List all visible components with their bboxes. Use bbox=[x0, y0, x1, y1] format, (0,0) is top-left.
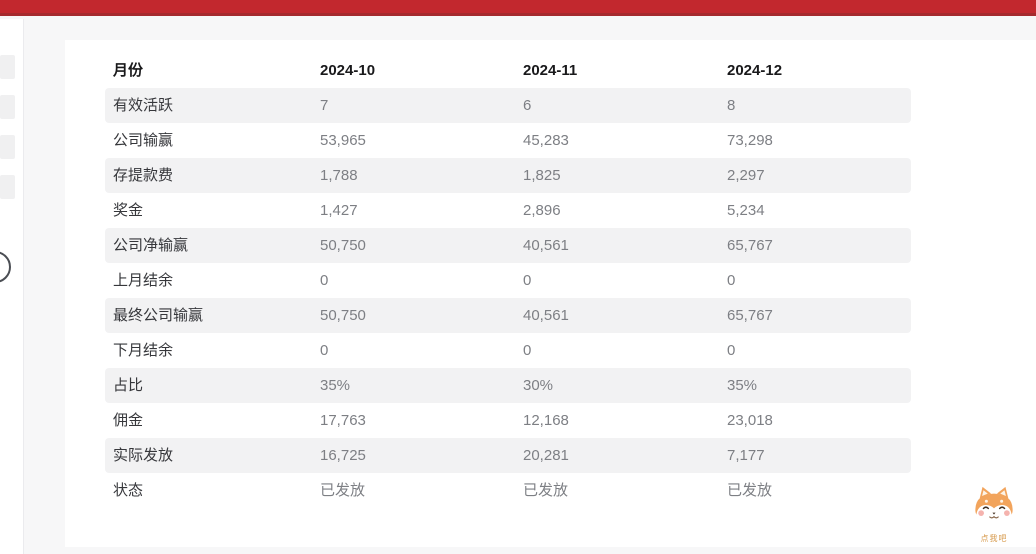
cell-value: 35% bbox=[727, 377, 758, 394]
cell-value: 8 bbox=[727, 97, 736, 114]
cell-value: 73,298 bbox=[727, 132, 773, 149]
column-header-2024-10: 2024-10 bbox=[320, 62, 376, 79]
cell-value: 7 bbox=[320, 97, 329, 114]
row-label: 占比 bbox=[113, 377, 144, 394]
sidebar-item[interactable] bbox=[0, 175, 15, 199]
table-row: 有效活跃 7 6 8 bbox=[105, 88, 911, 123]
table-row: 最终公司输赢 50,750 40,561 65,767 bbox=[105, 298, 911, 333]
table-row: 占比 35% 30% 35% bbox=[105, 368, 911, 403]
cell-value: 1,788 bbox=[320, 167, 358, 184]
cell-value: 1,427 bbox=[320, 202, 358, 219]
row-label: 有效活跃 bbox=[113, 97, 174, 114]
mascot-widget[interactable]: 点我吧 bbox=[968, 485, 1020, 544]
column-header-2024-12: 2024-12 bbox=[727, 62, 783, 79]
cell-value: 0 bbox=[523, 342, 532, 359]
table-row: 上月结余 0 0 0 bbox=[105, 263, 911, 298]
cell-value: 35% bbox=[320, 377, 351, 394]
cell-value: 12,168 bbox=[523, 412, 569, 429]
mascot-caption: 点我吧 bbox=[980, 534, 1008, 543]
table-row: 状态 已发放 已发放 已发放 bbox=[105, 473, 911, 508]
cell-value: 53,965 bbox=[320, 132, 366, 149]
cell-value: 17,763 bbox=[320, 412, 366, 429]
row-label: 实际发放 bbox=[113, 447, 174, 464]
cell-value: 23,018 bbox=[727, 412, 773, 429]
row-label: 状态 bbox=[113, 482, 144, 499]
row-label: 佣金 bbox=[113, 412, 144, 429]
row-label: 公司输赢 bbox=[113, 132, 174, 149]
table-row: 公司输赢 53,965 45,283 73,298 bbox=[105, 123, 911, 158]
shiba-dog-icon bbox=[971, 486, 1017, 531]
table-row: 下月结余 0 0 0 bbox=[105, 333, 911, 368]
cell-value: 45,283 bbox=[523, 132, 569, 149]
cell-value: 已发放 bbox=[727, 482, 773, 499]
cell-value: 1,825 bbox=[523, 167, 561, 184]
cell-value: 2,896 bbox=[523, 202, 561, 219]
cell-value: 已发放 bbox=[523, 482, 569, 499]
row-label: 奖金 bbox=[113, 202, 144, 219]
row-label: 下月结余 bbox=[113, 342, 174, 359]
column-header-month: 月份 bbox=[113, 62, 144, 79]
cell-value: 7,177 bbox=[727, 447, 765, 464]
cell-value: 0 bbox=[320, 342, 329, 359]
cell-value: 已发放 bbox=[320, 482, 366, 499]
cell-value: 0 bbox=[320, 272, 329, 289]
sidebar-strip bbox=[0, 19, 24, 554]
cell-value: 50,750 bbox=[320, 307, 366, 324]
table-row: 存提款费 1,788 1,825 2,297 bbox=[105, 158, 911, 193]
row-label: 上月结余 bbox=[113, 272, 174, 289]
cell-value: 65,767 bbox=[727, 307, 773, 324]
monthly-report-table: 月份 2024-10 2024-11 2024-12 有效活跃 7 6 8 公司… bbox=[105, 53, 911, 508]
sidebar-item[interactable] bbox=[0, 135, 15, 159]
cell-value: 40,561 bbox=[523, 307, 569, 324]
sidebar-item[interactable] bbox=[0, 95, 15, 119]
column-header-2024-11: 2024-11 bbox=[523, 62, 578, 79]
table-header-row: 月份 2024-10 2024-11 2024-12 bbox=[105, 53, 911, 88]
sidebar-item[interactable] bbox=[0, 55, 15, 79]
cell-value: 0 bbox=[727, 342, 736, 359]
sidebar-collapse-button[interactable] bbox=[0, 251, 11, 283]
cell-value: 30% bbox=[523, 377, 554, 394]
cell-value: 5,234 bbox=[727, 202, 765, 219]
cell-value: 65,767 bbox=[727, 237, 773, 254]
row-label: 公司净输赢 bbox=[113, 237, 189, 254]
table-row: 实际发放 16,725 20,281 7,177 bbox=[105, 438, 911, 473]
cell-value: 40,561 bbox=[523, 237, 569, 254]
content-card: 月份 2024-10 2024-11 2024-12 有效活跃 7 6 8 公司… bbox=[65, 40, 1036, 547]
table-row: 佣金 17,763 12,168 23,018 bbox=[105, 403, 911, 438]
cell-value: 0 bbox=[727, 272, 736, 289]
cell-value: 16,725 bbox=[320, 447, 366, 464]
top-red-bar bbox=[0, 0, 1036, 16]
row-label: 最终公司输赢 bbox=[113, 307, 204, 324]
cell-value: 2,297 bbox=[727, 167, 765, 184]
cell-value: 50,750 bbox=[320, 237, 366, 254]
cell-value: 20,281 bbox=[523, 447, 569, 464]
table-row: 奖金 1,427 2,896 5,234 bbox=[105, 193, 911, 228]
row-label: 存提款费 bbox=[113, 167, 174, 184]
cell-value: 6 bbox=[523, 97, 532, 114]
cell-value: 0 bbox=[523, 272, 532, 289]
table-row: 公司净输赢 50,750 40,561 65,767 bbox=[105, 228, 911, 263]
